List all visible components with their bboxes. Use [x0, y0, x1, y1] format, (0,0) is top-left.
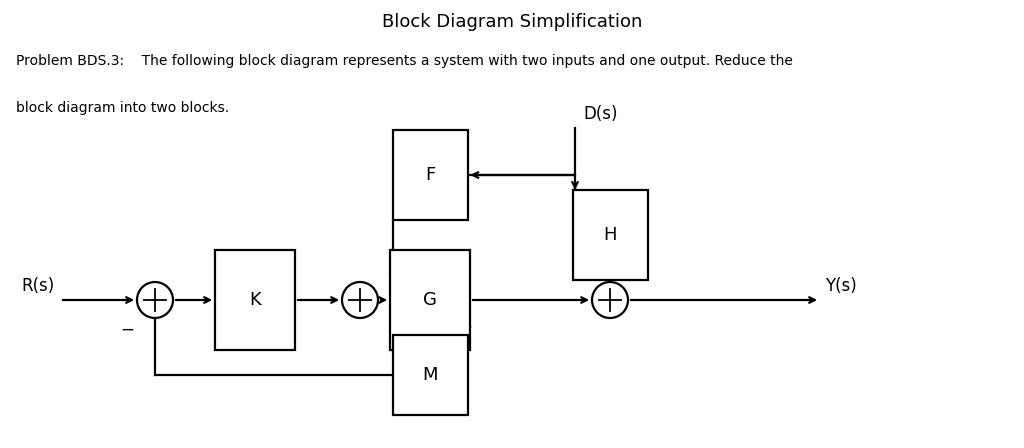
Circle shape: [592, 282, 628, 318]
Text: F: F: [425, 166, 435, 184]
Text: K: K: [249, 291, 261, 309]
Circle shape: [137, 282, 173, 318]
Text: Block Diagram Simplification: Block Diagram Simplification: [382, 13, 642, 31]
Text: G: G: [423, 291, 437, 309]
Text: block diagram into two blocks.: block diagram into two blocks.: [16, 101, 229, 115]
Bar: [392, 335, 468, 415]
Text: H: H: [603, 226, 616, 244]
Bar: [390, 250, 470, 350]
Text: Problem BDS.3:    The following block diagram represents a system with two input: Problem BDS.3: The following block diagr…: [16, 54, 794, 68]
Text: Y(s): Y(s): [825, 277, 857, 295]
Text: D(s): D(s): [583, 105, 617, 123]
Circle shape: [342, 282, 378, 318]
Bar: [392, 130, 468, 220]
Text: M: M: [422, 366, 437, 384]
Bar: [572, 190, 647, 280]
Text: −: −: [120, 321, 134, 339]
Bar: [215, 250, 295, 350]
Text: R(s): R(s): [22, 277, 55, 295]
